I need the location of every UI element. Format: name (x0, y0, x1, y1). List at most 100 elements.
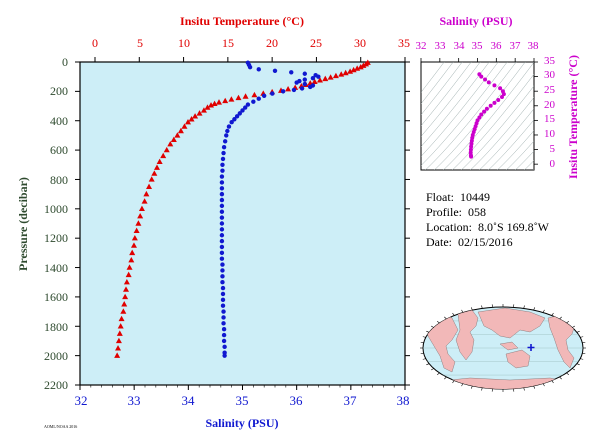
temperature-point (200, 107, 207, 113)
temperature-point (322, 75, 329, 82)
salinity-point (220, 285, 226, 291)
map-border-tick (426, 363, 430, 366)
temperature-point (285, 85, 292, 92)
map-border-tick (559, 376, 562, 380)
salinity-point (229, 119, 234, 125)
salinity-point (220, 297, 226, 303)
temperature-point (126, 264, 133, 270)
map-border-tick (576, 330, 580, 333)
salinity-point (247, 64, 253, 70)
temperature-point (117, 323, 124, 329)
salinity-point (219, 221, 225, 226)
salinity-point (219, 227, 225, 232)
salinity-point (220, 168, 225, 173)
salinity-point (240, 108, 245, 113)
ts-point (479, 112, 484, 117)
ts-salinity-tick-label: 33 (435, 40, 447, 52)
salinity-point (234, 114, 240, 119)
salinity-point (220, 274, 225, 279)
map-border-tick (470, 385, 473, 389)
date-row: Date: 02/15/2016 (426, 235, 549, 250)
profile-plot: Insitu Temperature (°C) Salinity (PSU) P… (16, 14, 410, 430)
temperature-point (354, 65, 361, 71)
profile-value: 058 (468, 205, 486, 219)
density-contour (487, 119, 534, 170)
ts-point (496, 97, 501, 102)
ts-point (483, 77, 488, 82)
temperature-point (251, 91, 258, 98)
ts-point (470, 135, 475, 140)
ts-point (486, 80, 491, 85)
salinity-point (302, 81, 307, 87)
temperature-point (181, 123, 188, 129)
salinity-point (225, 128, 230, 134)
salinity-point (272, 68, 278, 74)
ts-point (479, 74, 484, 79)
location-label: Location: (426, 220, 472, 234)
salinity-point (280, 89, 286, 94)
temperature-point (167, 141, 174, 147)
temperature-axis-title: Insitu Temperature (°C) (180, 14, 304, 28)
temperature-point (156, 158, 163, 165)
ts-point (498, 86, 503, 91)
map-border-tick (444, 316, 447, 320)
pressure-tick-labels: 0 200 400 600 800 1000 1200 1400 1600 18… (44, 55, 68, 392)
map-border-tick (566, 320, 570, 324)
salinity-point (220, 268, 225, 273)
salinity-point (289, 70, 294, 75)
temperature-point (122, 293, 129, 300)
ts-point (482, 109, 487, 114)
temperature-point (338, 71, 345, 77)
salinity-point (219, 180, 225, 185)
density-contour (421, 62, 472, 127)
profile-row: Profile: 058 (426, 205, 549, 220)
temperature-point (128, 257, 135, 263)
plot-area (79, 61, 406, 386)
date-label: Date: (426, 235, 452, 249)
salinity-point (220, 280, 225, 285)
temperature-point (135, 220, 142, 226)
salinity-point (251, 99, 256, 104)
profile-label: Profile: (426, 205, 462, 219)
density-contour (421, 62, 481, 137)
salinity-point (302, 77, 307, 82)
temperature-tick-labels: 0 5 10 15 20 25 30 35 (92, 36, 410, 50)
map-border-tick (422, 358, 426, 360)
temperature-point (208, 102, 215, 108)
footnote: AOML/NOAA 2016 (44, 424, 78, 429)
temperature-tick-label: 0 (92, 36, 98, 50)
salinity-point (245, 102, 251, 107)
salinity-point (221, 332, 227, 338)
salinity-axis-title: Salinity (PSU) (205, 416, 278, 430)
salinity-point (219, 203, 225, 209)
location-value: 8.0˚S 169.8˚W (477, 220, 549, 234)
pressure-tick-label: 800 (50, 173, 68, 187)
temperature-point (138, 205, 145, 212)
temperature-point (242, 93, 249, 99)
salinity-point (316, 74, 321, 79)
temperature-point (116, 330, 123, 336)
density-contour (421, 62, 508, 166)
density-contour (421, 62, 463, 116)
salinity-point (220, 262, 225, 267)
map-border-tick (523, 305, 525, 309)
salinity-point (237, 111, 242, 116)
temperature-point (115, 345, 122, 351)
ts-diagram: Salinity (PSU) Insitu Temperature (°C) 3… (416, 14, 581, 179)
salinity-point (294, 80, 299, 85)
ts-temperature-tick-label: 0 (550, 158, 556, 170)
ts-point (492, 100, 497, 105)
ts-point (484, 106, 489, 111)
pressure-tick-label: 1200 (44, 231, 68, 245)
temperature-tick-label: 5 (137, 36, 143, 50)
ts-temperature-axis-title: Insitu Temperature (°C) (566, 55, 580, 179)
salinity-point (219, 250, 225, 256)
temperature-point (121, 301, 128, 307)
density-contour (421, 62, 445, 93)
axis-ticks (75, 57, 410, 390)
pressure-tick-label: 200 (50, 84, 68, 98)
ts-point (499, 95, 504, 100)
temperature-tick-label: 30 (354, 36, 366, 50)
temperature-point (143, 190, 150, 197)
